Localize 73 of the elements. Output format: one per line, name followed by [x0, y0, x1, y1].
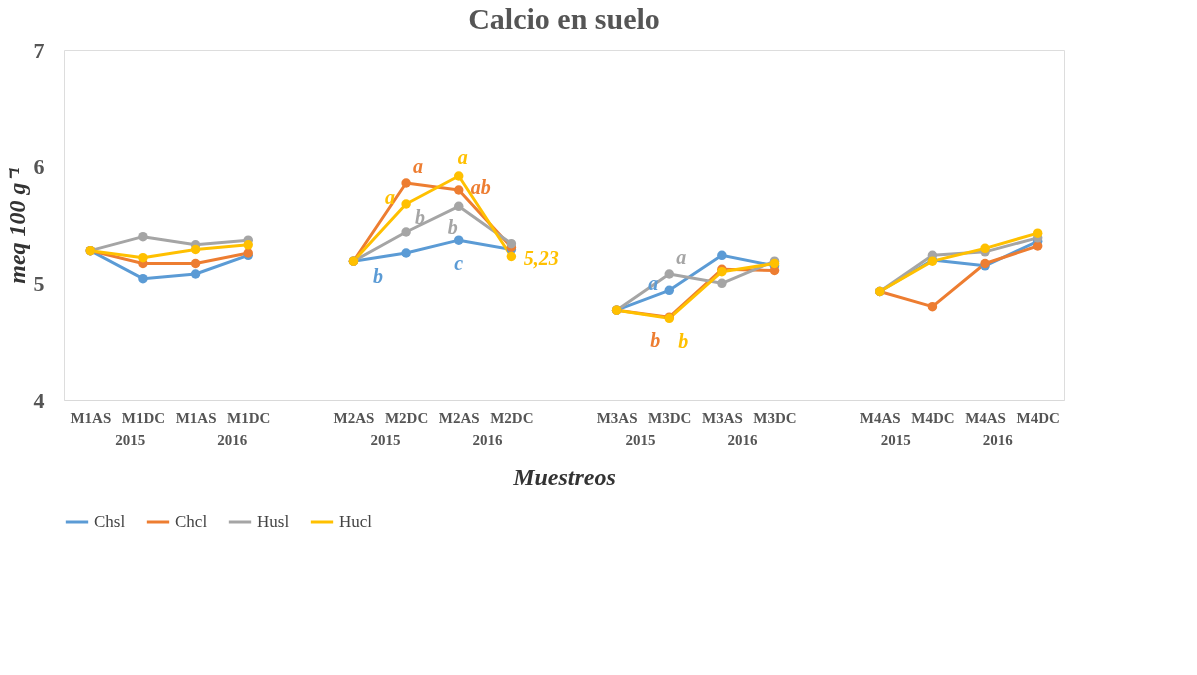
point: [1032, 241, 1043, 251]
text: 2016: [472, 432, 503, 448]
x-tick-label: M3DC: [753, 409, 797, 426]
x-tick-label: M2DC: [490, 409, 534, 426]
x-tick-label: M1DC: [121, 409, 166, 426]
point: [1032, 228, 1043, 238]
annotation: a: [648, 272, 659, 295]
annotation: ab: [470, 176, 491, 198]
y-axis-title: meq 100 g⁻¹: [3, 167, 30, 284]
point: [453, 185, 464, 195]
point: [401, 178, 411, 188]
point: [401, 199, 411, 209]
point: [401, 248, 411, 258]
x-tick-label: M4DC: [911, 409, 955, 426]
annotation: a: [457, 146, 468, 168]
x-tick-label: M2AS: [438, 409, 480, 426]
annotation: b: [650, 329, 661, 352]
annotation: b: [373, 265, 384, 287]
x-tick-label: M4AS: [859, 409, 901, 426]
annotation: a: [385, 186, 396, 208]
point: [138, 273, 148, 284]
x-tick-label: M3AS: [701, 409, 743, 426]
annotation: a: [413, 155, 424, 177]
x-tick-label: M4AS: [965, 409, 1006, 426]
x-tick-label: M4DC: [1016, 409, 1060, 426]
x-tick-label: M2AS: [333, 409, 375, 426]
point: [138, 252, 148, 263]
legend-label: Hucl: [339, 512, 373, 531]
y-tick-label: 6: [33, 154, 45, 180]
text: 2015: [370, 432, 401, 448]
point: [717, 250, 727, 261]
y-tick-label: 7: [33, 37, 45, 63]
annotation: a: [676, 246, 687, 268]
point: [190, 258, 201, 269]
point: [506, 251, 517, 262]
text: 2015: [115, 432, 146, 448]
x-axis-title: Muestreos: [512, 463, 616, 490]
x-tick-label: M1AS: [70, 409, 112, 426]
legend-label: Chcl: [175, 512, 208, 531]
point: [980, 243, 990, 254]
text: 2015: [880, 432, 911, 448]
point: [190, 244, 201, 255]
text: 2016: [217, 432, 248, 448]
annotation: b: [678, 330, 689, 353]
point: [664, 269, 675, 279]
chart-title: Calcio en suelo: [468, 2, 660, 35]
point: [664, 285, 675, 296]
point: [190, 269, 201, 279]
point: [453, 201, 464, 212]
point: [506, 238, 517, 249]
y-tick-label: 4: [33, 387, 45, 413]
text: 2016: [982, 432, 1014, 448]
x-tick-label: M1AS: [175, 409, 217, 426]
annotation: c: [454, 252, 464, 275]
x-tick-label: M1DC: [227, 409, 271, 426]
x-tick-label: M3DC: [648, 409, 692, 426]
point: [243, 240, 253, 250]
point: [453, 235, 464, 245]
x-tick-label: M2DC: [384, 409, 429, 426]
legend-label: Husl: [257, 512, 290, 531]
annotation: b: [415, 206, 426, 228]
x-tick-label: M3AS: [596, 409, 638, 426]
point: [717, 278, 727, 289]
legend-label: Chsl: [94, 512, 126, 531]
point: [401, 227, 411, 237]
point: [927, 301, 938, 312]
text: 2015: [625, 432, 656, 448]
annotation: 5,23: [523, 246, 559, 269]
point: [138, 231, 148, 242]
text: 2016: [727, 432, 759, 448]
y-tick-label: 5: [33, 270, 45, 296]
point: [453, 171, 464, 181]
annotation: b: [447, 216, 458, 239]
